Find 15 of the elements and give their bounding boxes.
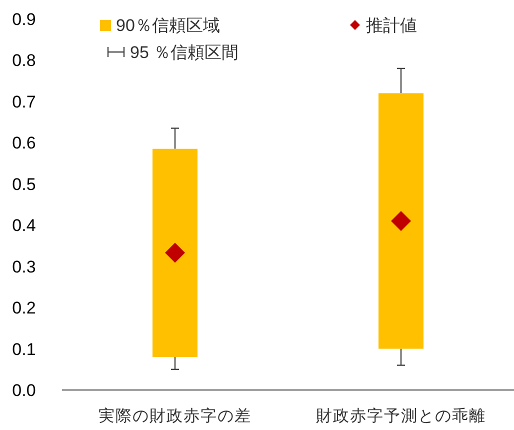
y-tick-label: 0.5 <box>12 174 36 194</box>
x-tick-label: 実際の財政赤字の差 <box>98 407 252 425</box>
y-tick-label: 0.7 <box>12 92 36 112</box>
legend-label: 推計値 <box>366 16 417 35</box>
y-tick-label: 0.2 <box>12 298 36 318</box>
annotation: 95 ％信頼区間 <box>130 43 239 62</box>
y-tick-label: 0.1 <box>12 340 36 359</box>
legend-label: 90％信頼区域 <box>116 16 220 35</box>
y-tick-label: 0.9 <box>12 10 36 29</box>
y-tick-label: 0.0 <box>12 381 36 400</box>
y-tick-label: 0.3 <box>12 257 36 276</box>
y-tick-label: 0.8 <box>12 51 36 70</box>
x-tick-label: 財政赤字予測との乖離 <box>316 407 486 425</box>
y-tick-label: 0.4 <box>12 216 36 236</box>
y-tick-label: 0.6 <box>12 134 36 153</box>
